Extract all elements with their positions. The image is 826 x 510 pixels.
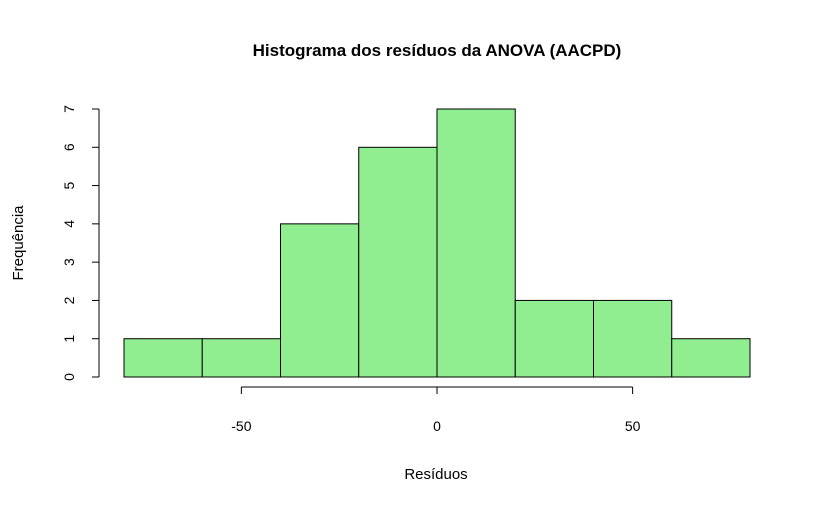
y-tick-label: 1 <box>61 335 77 343</box>
x-axis-label: Resíduos <box>404 466 467 483</box>
histogram-bar <box>593 299 673 378</box>
histogram-bar <box>123 338 203 378</box>
histogram-bar <box>358 146 438 378</box>
histogram-bar <box>280 223 360 378</box>
histogram-bar <box>514 299 594 378</box>
y-tick-label: 0 <box>61 373 77 381</box>
y-tick-label: 5 <box>61 181 77 189</box>
chart-title: Histograma dos resíduos da ANOVA (AACPD) <box>253 41 622 60</box>
x-tick-label: 50 <box>625 418 641 434</box>
x-tick-label: 0 <box>433 418 441 434</box>
y-tick-label: 4 <box>61 220 77 228</box>
y-tick-label: 2 <box>61 296 77 304</box>
y-tick-label: 7 <box>61 105 77 113</box>
histogram-bar <box>201 338 281 378</box>
x-axis: -50 0 50 <box>231 386 641 434</box>
bars-group <box>123 108 751 378</box>
y-tick-label: 3 <box>61 258 77 266</box>
y-axis: 0 1 2 3 4 5 6 7 <box>61 105 100 381</box>
y-tick-label: 6 <box>61 143 77 151</box>
histogram-bar <box>671 338 751 378</box>
y-axis-label: Frequência <box>10 205 27 281</box>
histogram-bar <box>436 108 516 378</box>
x-tick-label: -50 <box>231 418 251 434</box>
